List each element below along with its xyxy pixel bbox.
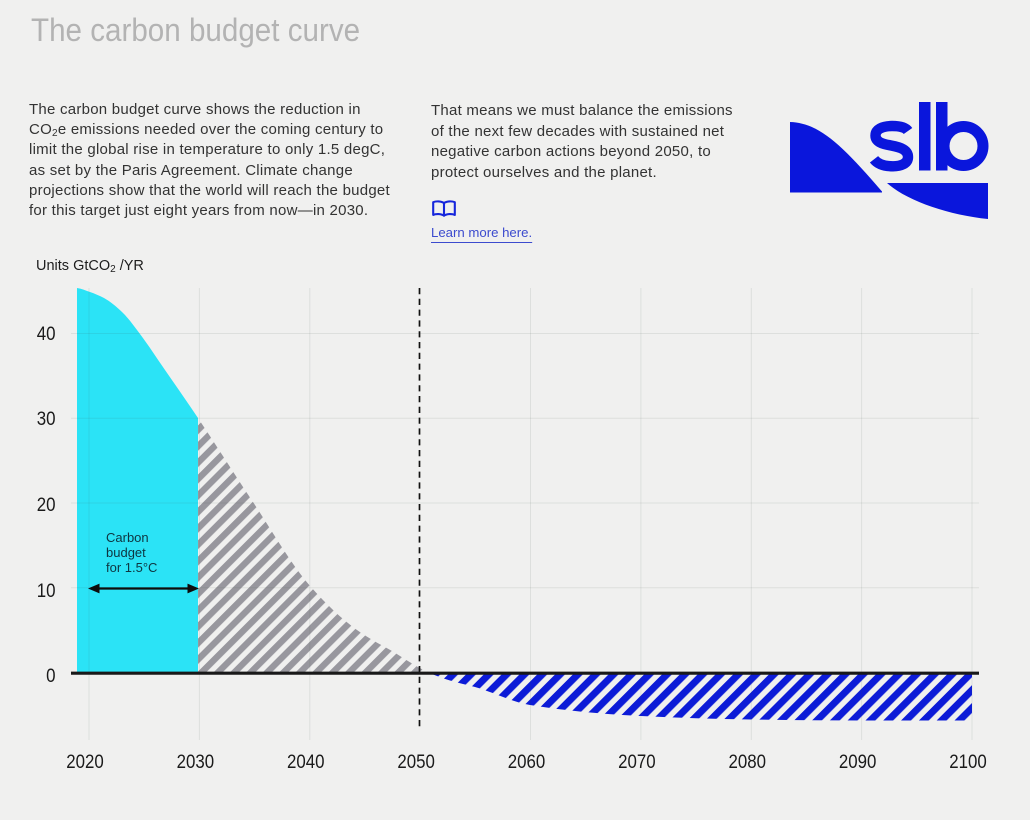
svg-text:2080: 2080 bbox=[729, 752, 767, 773]
svg-text:10: 10 bbox=[37, 581, 56, 602]
svg-text:2060: 2060 bbox=[508, 752, 546, 773]
svg-text:40: 40 bbox=[37, 324, 56, 345]
svg-text:0: 0 bbox=[46, 666, 55, 687]
svg-text:30: 30 bbox=[37, 409, 56, 430]
svg-text:2050: 2050 bbox=[397, 752, 435, 773]
svg-text:20: 20 bbox=[37, 495, 56, 516]
svg-text:2090: 2090 bbox=[839, 752, 877, 773]
svg-text:2030: 2030 bbox=[177, 752, 215, 773]
svg-text:2040: 2040 bbox=[287, 752, 325, 773]
svg-text:2100: 2100 bbox=[949, 752, 987, 773]
svg-text:2020: 2020 bbox=[66, 752, 104, 773]
svg-text:2070: 2070 bbox=[618, 752, 656, 773]
